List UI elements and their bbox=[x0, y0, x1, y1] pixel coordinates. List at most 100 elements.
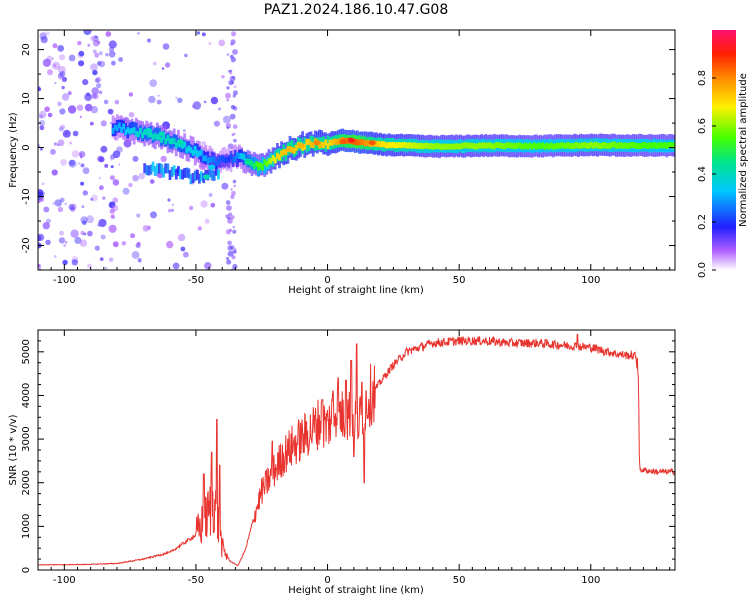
noise-blob bbox=[128, 111, 135, 118]
noise-blob bbox=[201, 32, 206, 37]
ridge-core bbox=[535, 143, 538, 150]
ridge-core bbox=[652, 142, 656, 148]
ridge-band bbox=[263, 161, 267, 174]
x-tick-label: -50 bbox=[188, 275, 204, 286]
ridge-core bbox=[655, 143, 658, 149]
noise-blob bbox=[74, 236, 82, 244]
noise-blob bbox=[108, 51, 116, 58]
noise-blob bbox=[90, 105, 99, 114]
noise-blob bbox=[230, 104, 236, 110]
ridge-core bbox=[141, 132, 144, 139]
ridge-core bbox=[469, 142, 473, 149]
noise-blob bbox=[58, 54, 66, 61]
ridge-core bbox=[379, 141, 382, 148]
ridge-core bbox=[638, 143, 641, 149]
noise-blob bbox=[71, 259, 79, 266]
ridge-core bbox=[139, 127, 142, 134]
ridge-core bbox=[111, 127, 115, 134]
noise-blob bbox=[232, 49, 238, 55]
noise-blob bbox=[203, 100, 207, 104]
ridge-core bbox=[446, 143, 450, 150]
noise-blob bbox=[52, 43, 58, 49]
noise-blob bbox=[59, 230, 64, 236]
noise-blob bbox=[89, 121, 94, 126]
ridge-core bbox=[507, 142, 511, 149]
noise-blob bbox=[228, 80, 234, 86]
noise-blob bbox=[87, 230, 93, 237]
ridge-core bbox=[115, 125, 119, 132]
ridge-core bbox=[151, 134, 155, 141]
ridge-core bbox=[120, 126, 123, 133]
ridge-core bbox=[137, 131, 140, 138]
ridge-core bbox=[549, 142, 553, 149]
ridge-core bbox=[193, 146, 197, 152]
lower-branch bbox=[187, 168, 191, 179]
heatmap-ylabel: Frequency (Hz) bbox=[8, 112, 19, 188]
ridge-core bbox=[164, 138, 168, 145]
noise-blob bbox=[104, 163, 109, 168]
ridge-core bbox=[250, 160, 254, 167]
noise-blob bbox=[91, 194, 98, 202]
ridge-core bbox=[208, 157, 212, 163]
noise-blob bbox=[80, 181, 84, 186]
peak-blob bbox=[347, 137, 355, 143]
ridge-band bbox=[200, 149, 203, 163]
noise-blob bbox=[218, 39, 226, 47]
ridge-core bbox=[564, 143, 568, 149]
noise-blob bbox=[227, 250, 234, 257]
noise-blob bbox=[172, 262, 180, 270]
noise-blob bbox=[210, 96, 219, 105]
noise-blob bbox=[42, 222, 50, 230]
ridge-core bbox=[404, 142, 408, 149]
ridge-core bbox=[450, 143, 454, 150]
ridge-core bbox=[149, 131, 153, 138]
ridge-core bbox=[212, 156, 216, 163]
ridge-core bbox=[225, 157, 229, 164]
noise-blob bbox=[94, 35, 98, 39]
ridge-core bbox=[633, 142, 637, 149]
noise-blob bbox=[132, 174, 139, 182]
ridge-band bbox=[305, 140, 309, 153]
ridge-core bbox=[530, 143, 534, 150]
noise-blob bbox=[183, 251, 189, 258]
ridge-core bbox=[480, 142, 483, 149]
noise-blob bbox=[63, 244, 67, 247]
noise-blob bbox=[57, 206, 64, 213]
noise-blob bbox=[138, 172, 145, 180]
ridge-core bbox=[467, 142, 471, 149]
noise-blob bbox=[232, 229, 237, 234]
noise-blob bbox=[213, 120, 220, 127]
noise-blob bbox=[47, 112, 53, 118]
peak-blob bbox=[339, 139, 347, 145]
ridge-core bbox=[627, 142, 631, 149]
noise-blob bbox=[87, 263, 92, 269]
colorbar-gradient bbox=[712, 30, 736, 270]
noise-blob bbox=[149, 79, 158, 87]
ridge-band bbox=[235, 154, 239, 167]
ridge-core bbox=[158, 134, 161, 141]
ridge-core bbox=[440, 144, 443, 151]
ridge-core bbox=[280, 150, 283, 157]
spectrogram-frame bbox=[37, 29, 676, 271]
noise-blob bbox=[232, 179, 237, 184]
noise-blob bbox=[41, 182, 45, 186]
ridge-core bbox=[332, 138, 336, 145]
ridge-core bbox=[227, 156, 231, 162]
noise-blob bbox=[232, 94, 236, 98]
lower-branch bbox=[166, 163, 170, 174]
noise-blob bbox=[57, 45, 65, 52]
lower-branch bbox=[151, 161, 155, 172]
colorbar-tick-label: 0.4 bbox=[697, 166, 708, 182]
ridge-core bbox=[560, 142, 563, 148]
ridge-core bbox=[663, 142, 667, 149]
noise-blob bbox=[77, 40, 82, 46]
noise-blob bbox=[232, 263, 238, 270]
ridge-core bbox=[366, 139, 370, 146]
noise-blob bbox=[137, 258, 142, 263]
ridge-core bbox=[495, 142, 498, 148]
lower-branch bbox=[198, 173, 201, 184]
noise-blob bbox=[86, 215, 94, 224]
ridge-core bbox=[492, 143, 496, 150]
